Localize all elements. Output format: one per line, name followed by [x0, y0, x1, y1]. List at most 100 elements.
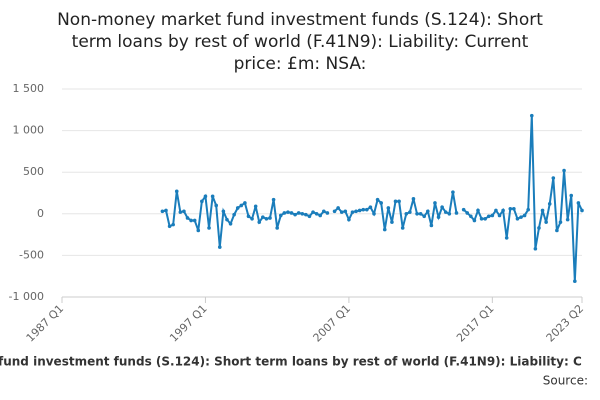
data-point [454, 211, 459, 215]
data-point [397, 199, 401, 204]
data-point [339, 210, 344, 214]
data-point [368, 205, 373, 209]
data-point [429, 223, 434, 228]
x-tick-label: 2017 Q1 [454, 302, 497, 345]
x-tick-label: 1997 Q1 [167, 302, 210, 345]
data-point [390, 220, 394, 224]
data-point [551, 176, 556, 180]
y-tick-label: -1 000 [9, 290, 44, 303]
data-point [271, 197, 276, 202]
data-point [336, 206, 340, 210]
data-point [580, 208, 584, 213]
data-point [526, 207, 531, 212]
data-point [544, 220, 548, 224]
data-point [200, 199, 204, 204]
data-point [275, 226, 279, 230]
data-point [533, 246, 538, 251]
data-point [479, 216, 484, 221]
data-point [494, 208, 498, 213]
data-point [278, 213, 283, 218]
data-point [171, 222, 175, 227]
data-point [465, 211, 470, 215]
data-point [235, 206, 240, 210]
data-point [519, 215, 523, 219]
data-point [418, 212, 423, 216]
data-point [490, 213, 495, 218]
data-point [347, 217, 351, 222]
data-point [433, 201, 437, 205]
data-point [354, 209, 358, 214]
data-point [174, 189, 179, 194]
data-point [246, 214, 251, 219]
data-point [379, 201, 383, 205]
data-point [558, 220, 563, 224]
data-point [296, 211, 301, 215]
data-point [300, 212, 305, 216]
data-point [286, 210, 290, 214]
data-line [162, 115, 583, 282]
data-point [529, 113, 534, 118]
data-point [325, 211, 330, 215]
y-tick-label: 1 500 [13, 82, 45, 95]
data-point [565, 217, 570, 222]
data-point [522, 213, 527, 218]
footer-title: fund investment funds (S.124): Short ter… [0, 355, 582, 369]
data-point [307, 214, 312, 219]
data-point [225, 217, 229, 222]
data-point [451, 190, 455, 194]
data-point [167, 224, 172, 229]
data-point [192, 218, 197, 223]
data-point [461, 207, 466, 212]
data-point [447, 212, 452, 216]
data-point [512, 207, 516, 211]
data-point [504, 236, 509, 240]
data-point [404, 212, 409, 216]
data-point [289, 211, 294, 215]
data-point [569, 193, 574, 198]
data-point [232, 212, 236, 217]
data-point [408, 210, 412, 214]
data-point [214, 203, 219, 208]
data-point [472, 218, 477, 223]
data-point [250, 216, 254, 221]
data-point [160, 209, 165, 214]
data-point [411, 197, 416, 201]
data-point [497, 213, 502, 218]
data-point [261, 215, 265, 219]
data-point [217, 245, 222, 249]
data-point [440, 205, 444, 209]
data-point [483, 216, 487, 221]
chart-title: Non-money market fund investment funds (… [57, 10, 543, 30]
data-point [422, 214, 427, 219]
y-tick-label: -500 [19, 248, 44, 261]
x-tick-label: 1987 Q1 [24, 302, 67, 345]
data-point [436, 215, 441, 219]
data-point [400, 226, 405, 230]
data-point [311, 210, 315, 214]
data-point [443, 210, 448, 214]
data-point [361, 207, 366, 212]
x-tick-label: 2007 Q1 [311, 302, 354, 345]
y-tick-label: 0 [37, 207, 44, 220]
data-point [386, 206, 391, 210]
data-point [243, 201, 247, 205]
data-point [314, 212, 319, 216]
y-tick-label: 1 000 [13, 124, 45, 137]
data-point [228, 221, 233, 226]
data-point [164, 208, 168, 213]
data-point [321, 209, 326, 214]
data-point [203, 194, 208, 199]
data-point [382, 227, 387, 232]
data-point [501, 208, 505, 213]
data-point [365, 207, 369, 212]
data-point [185, 216, 190, 220]
data-point [372, 212, 376, 216]
data-point [576, 201, 581, 205]
data-point [393, 199, 398, 204]
data-point [350, 210, 355, 214]
data-point [375, 197, 380, 202]
data-point [189, 218, 193, 223]
y-tick-label: 500 [23, 165, 44, 178]
data-point [486, 214, 491, 219]
